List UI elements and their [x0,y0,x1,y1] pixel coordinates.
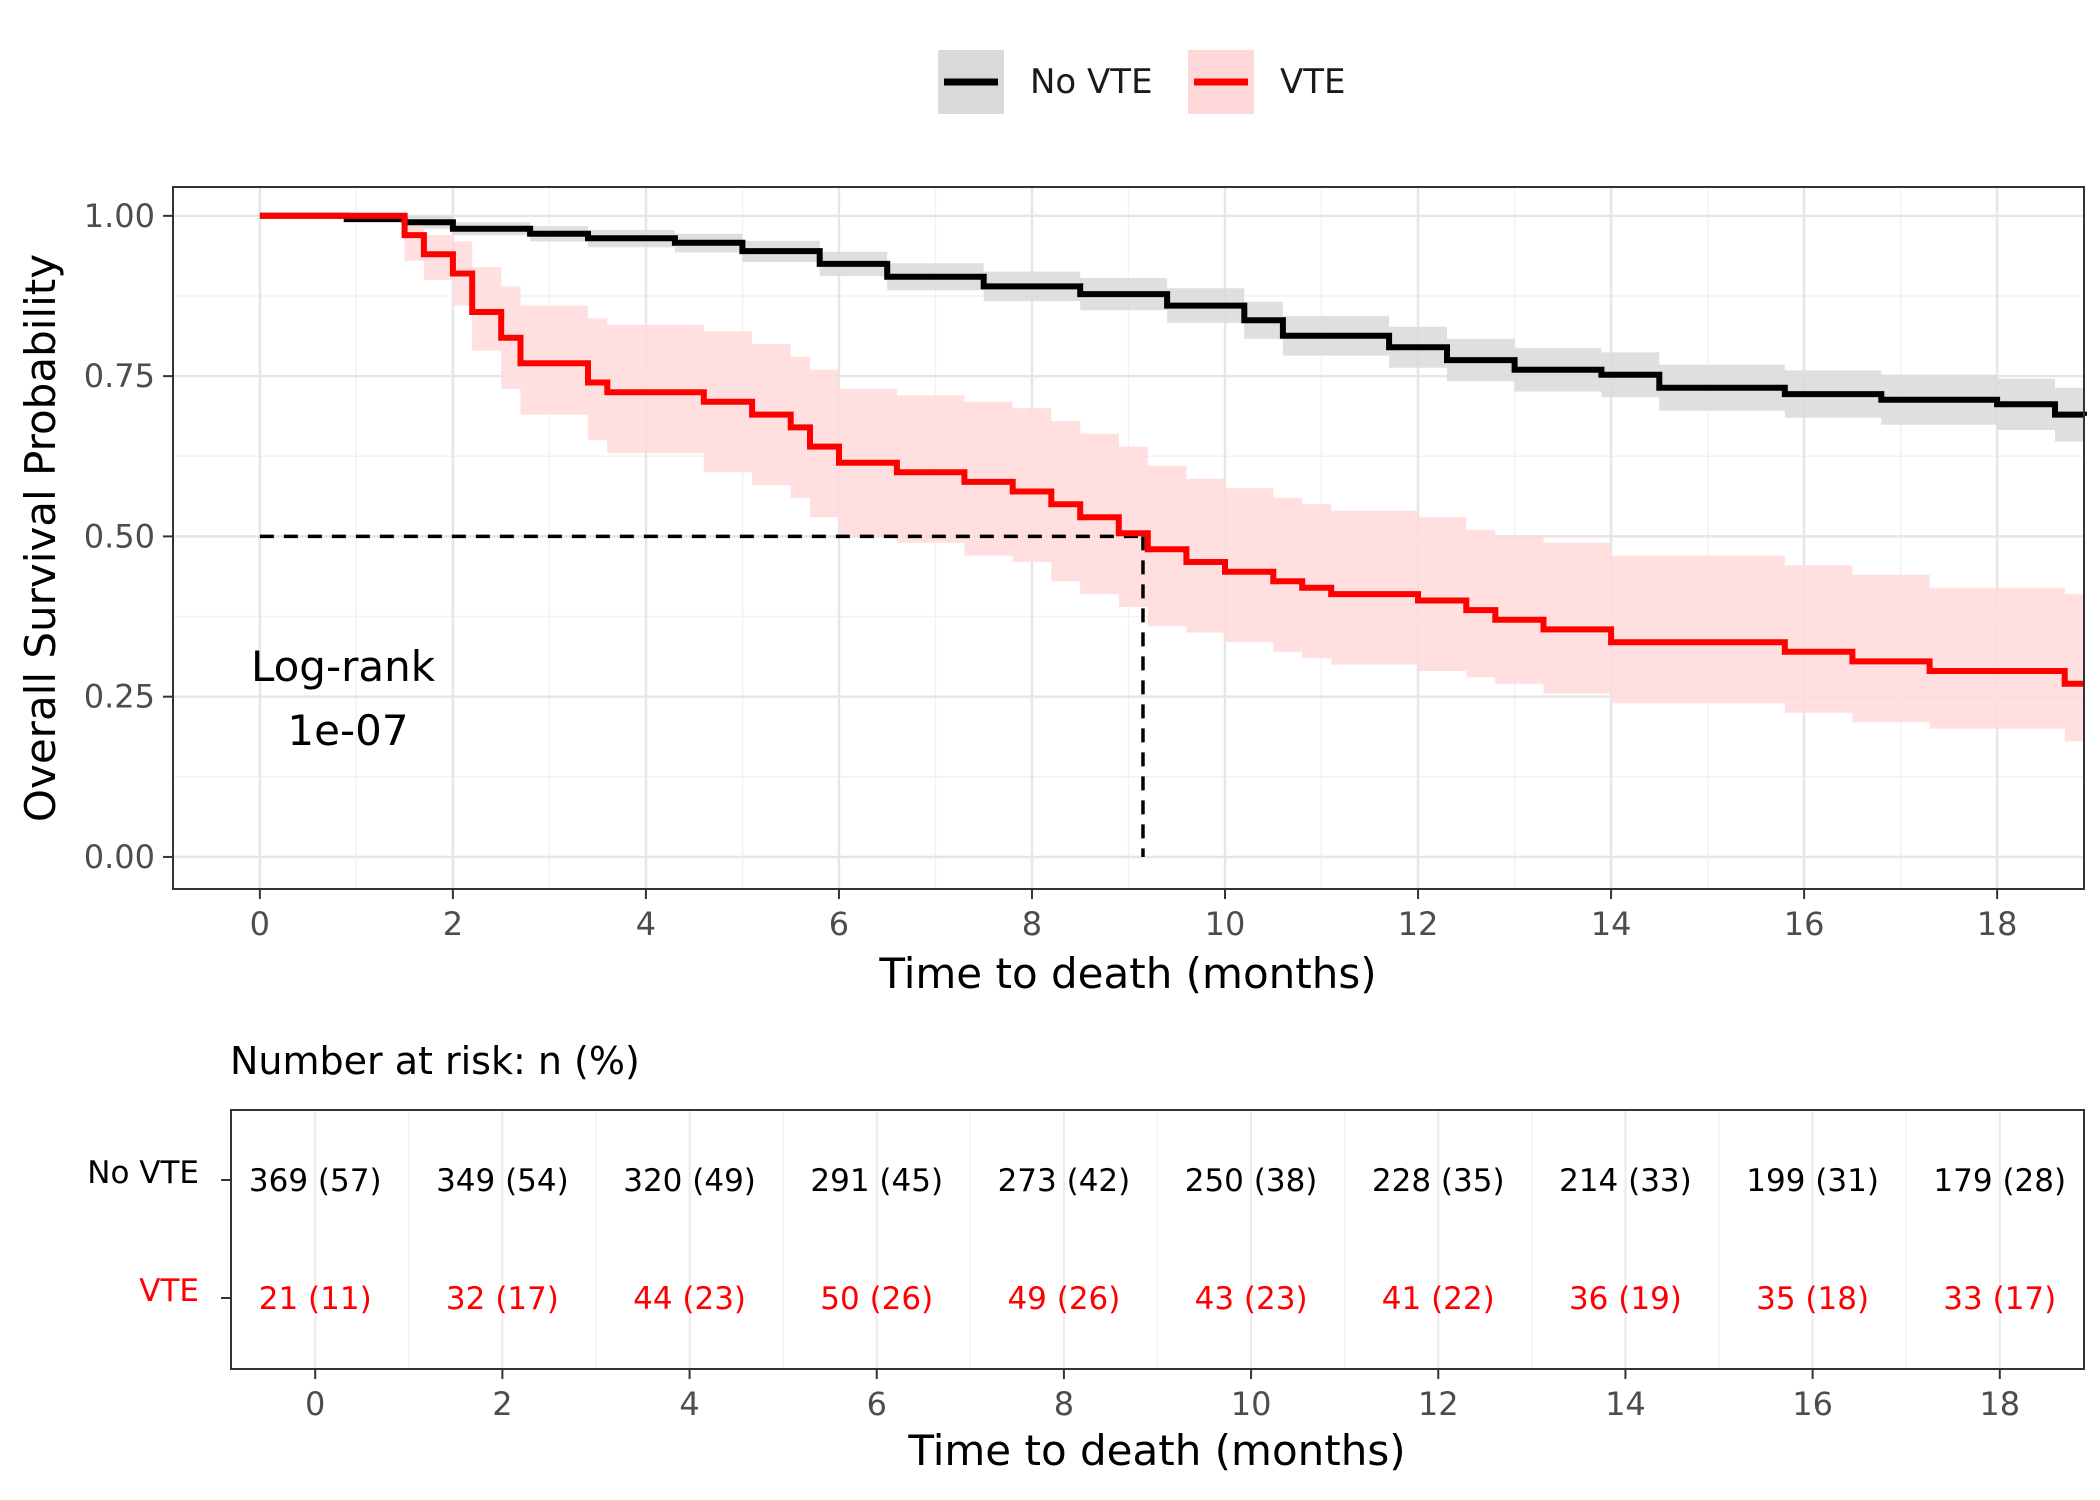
risk-cell-vte: 35 (18) [1756,1281,1869,1317]
x-tick-label: 6 [829,905,849,943]
x-tick-label: 12 [1398,905,1439,943]
x-tick-label: 14 [1591,905,1632,943]
risk-x-tick-label: 0 [305,1385,325,1423]
y-axis-ticks: 0.00 0.25 0.50 0.75 1.00 [84,197,173,876]
risk-cell-no-vte: 214 (33) [1559,1163,1692,1199]
risk-row-label-vte: VTE [139,1273,199,1309]
survival-curves [259,212,2087,687]
y-tick-label: 0.75 [84,357,155,395]
risk-table-grid [314,1110,2001,1369]
risk-table-x-ticks: 0 2 4 6 8 10 12 14 16 18 [305,1369,2020,1423]
y-tick-label: 0.25 [84,678,155,716]
risk-cell-vte: 36 (19) [1569,1281,1682,1317]
x-tick-label: 4 [636,905,656,943]
risk-cell-vte: 41 (22) [1382,1281,1495,1317]
y-tick-label: 0.50 [84,517,155,555]
risk-table-cells: 369 (57) 349 (54) 320 (49) 291 (45) 273 (42)… [249,1163,2066,1317]
risk-row-label-no-vte: No VTE [87,1155,199,1191]
legend: No VTE VTE [938,50,1346,114]
x-axis-title: Time to death (months) [878,949,1376,998]
legend-label-no-vte: No VTE [1030,62,1153,102]
risk-cell-vte: 44 (23) [633,1281,746,1317]
survival-curve-no-vte [259,212,2087,418]
x-axis-ticks: 0 2 4 6 8 10 12 14 16 18 [250,889,2018,943]
x-tick-label: 8 [1022,905,1042,943]
risk-cell-no-vte: 291 (45) [810,1163,943,1199]
survival-curve-vte [259,212,2084,687]
x-tick-label: 18 [1977,905,2018,943]
x-tick-label: 10 [1205,905,1246,943]
risk-table: Number at risk: n (%) 369 (57) 349 (54) 32… [87,1039,2085,1475]
risk-cell-no-vte: 349 (54) [436,1163,569,1199]
risk-table-border [230,1109,2085,1370]
x-tick-label: 16 [1784,905,1825,943]
risk-x-tick-label: 14 [1605,1385,1646,1423]
risk-cell-no-vte: 228 (35) [1372,1163,1505,1199]
survival-plot: 0 2 4 6 8 10 12 14 16 18 0.00 0.25 0.50 0.75 1.00 Log… [16,186,2087,998]
x-tick-label: 2 [443,905,463,943]
x-tick-label: 0 [250,905,270,943]
risk-x-tick-label: 12 [1418,1385,1459,1423]
risk-cell-no-vte: 273 (42) [998,1163,1131,1199]
risk-cell-vte: 50 (26) [820,1281,933,1317]
risk-table-x-axis-title: Time to death (months) [907,1426,1405,1475]
risk-cell-vte: 21 (11) [259,1281,372,1317]
risk-x-tick-label: 6 [867,1385,887,1423]
y-axis-title: Overall Survival Probability [16,254,65,822]
risk-cell-no-vte: 369 (57) [249,1163,382,1199]
confidence-band-vte [259,215,2084,742]
logrank-label: Log-rank [251,642,436,691]
confidence-band-no-vte [259,215,2084,444]
risk-x-tick-label: 18 [1979,1385,2020,1423]
risk-x-tick-label: 16 [1792,1385,1833,1423]
y-tick-label: 1.00 [84,197,155,235]
y-tick-label: 0.00 [84,838,155,876]
risk-x-tick-label: 8 [1054,1385,1074,1423]
risk-cell-vte: 43 (23) [1195,1281,1308,1317]
risk-x-tick-label: 4 [679,1385,699,1423]
logrank-pvalue: 1e-07 [287,706,408,755]
confidence-bands [259,215,2084,742]
plot-panel-border [172,186,2085,890]
median-survival-lines [259,534,1145,857]
risk-cell-no-vte: 320 (49) [623,1163,756,1199]
risk-x-tick-label: 2 [492,1385,512,1423]
risk-cell-vte: 49 (26) [1007,1281,1120,1317]
risk-cell-vte: 33 (17) [1943,1281,2056,1317]
risk-x-tick-label: 10 [1231,1385,1272,1423]
risk-table-title: Number at risk: n (%) [230,1039,640,1083]
risk-cell-no-vte: 199 (31) [1746,1163,1879,1199]
risk-table-row-labels: No VTE VTE [87,1155,231,1309]
risk-cell-no-vte: 179 (28) [1933,1163,2066,1199]
risk-cell-vte: 32 (17) [446,1281,559,1317]
legend-label-vte: VTE [1280,62,1346,102]
risk-cell-no-vte: 250 (38) [1185,1163,1318,1199]
